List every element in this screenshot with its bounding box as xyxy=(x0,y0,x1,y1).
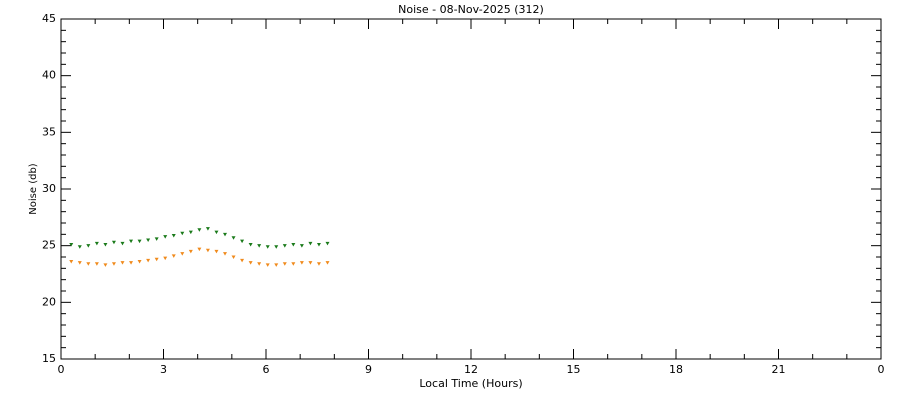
x-tick-label: 15 xyxy=(567,363,581,376)
data-point xyxy=(120,241,125,246)
y-tick-label: 45 xyxy=(42,12,56,25)
data-point xyxy=(248,243,253,247)
data-point xyxy=(240,239,245,244)
x-tick-label: 0 xyxy=(878,363,885,376)
data-point xyxy=(129,239,134,244)
data-point xyxy=(223,252,227,256)
x-tick-label: 3 xyxy=(160,363,167,376)
data-point xyxy=(308,241,313,246)
data-point xyxy=(205,248,210,253)
x-tick-label: 6 xyxy=(263,363,270,376)
y-tick-label: 40 xyxy=(42,69,56,82)
data-point xyxy=(69,243,74,247)
data-point xyxy=(274,263,279,267)
data-point xyxy=(69,260,74,264)
data-point xyxy=(205,227,210,231)
data-point xyxy=(197,228,202,232)
data-point xyxy=(265,245,270,249)
data-point xyxy=(282,244,287,248)
data-point xyxy=(257,244,262,248)
data-point xyxy=(308,261,313,265)
data-point xyxy=(291,262,296,266)
data-point xyxy=(86,262,91,266)
x-tick-label: 0 xyxy=(58,363,65,376)
data-point xyxy=(325,261,330,265)
y-tick-label: 35 xyxy=(42,125,56,138)
data-point xyxy=(163,256,168,261)
data-point xyxy=(111,240,116,245)
data-point xyxy=(316,262,321,266)
data-point xyxy=(214,230,219,235)
plot-frame xyxy=(60,18,882,360)
x-tick-label: 18 xyxy=(669,363,683,376)
data-point xyxy=(231,255,236,259)
data-point xyxy=(248,261,253,265)
data-point xyxy=(180,252,185,256)
y-tick-label: 25 xyxy=(42,239,56,252)
data-point xyxy=(86,244,91,248)
data-point xyxy=(291,243,296,247)
data-point xyxy=(197,247,202,252)
data-point xyxy=(299,261,304,265)
x-tick-label: 12 xyxy=(464,363,478,376)
data-point xyxy=(180,231,185,236)
data-point xyxy=(214,249,219,254)
y-tick-label: 20 xyxy=(42,295,56,308)
y-tick-label: 15 xyxy=(42,352,56,365)
data-point xyxy=(94,241,99,246)
data-point xyxy=(265,263,270,267)
chart-title: Noise - 08-Nov-2025 (312) xyxy=(398,3,544,16)
data-point xyxy=(171,254,176,258)
y-tick-label: 30 xyxy=(42,182,56,195)
data-point xyxy=(171,233,176,238)
data-point xyxy=(154,237,159,241)
data-point xyxy=(223,232,227,237)
data-point xyxy=(103,263,108,267)
data-point xyxy=(188,249,193,254)
data-point xyxy=(257,262,262,266)
data-point xyxy=(231,236,236,240)
y-axis-label: Noise (db) xyxy=(28,163,39,215)
data-point xyxy=(240,258,245,263)
data-point xyxy=(77,261,82,265)
data-point xyxy=(154,257,159,262)
data-point xyxy=(94,262,99,266)
data-point xyxy=(188,230,193,235)
data-point xyxy=(137,239,142,244)
x-axis-label: Local Time (Hours) xyxy=(419,377,522,390)
x-tick-label: 21 xyxy=(772,363,786,376)
data-point xyxy=(129,261,134,265)
data-point xyxy=(163,235,168,239)
data-point xyxy=(325,241,330,246)
data-point xyxy=(103,243,108,247)
data-point xyxy=(282,262,287,266)
data-point xyxy=(111,262,116,266)
data-point xyxy=(120,261,125,265)
data-point xyxy=(299,244,304,248)
data-point xyxy=(137,260,142,264)
data-point xyxy=(146,258,151,263)
data-point xyxy=(274,245,279,249)
data-point xyxy=(146,238,151,242)
data-point xyxy=(77,245,82,249)
data-point xyxy=(316,243,321,247)
x-tick-label: 9 xyxy=(365,363,372,376)
